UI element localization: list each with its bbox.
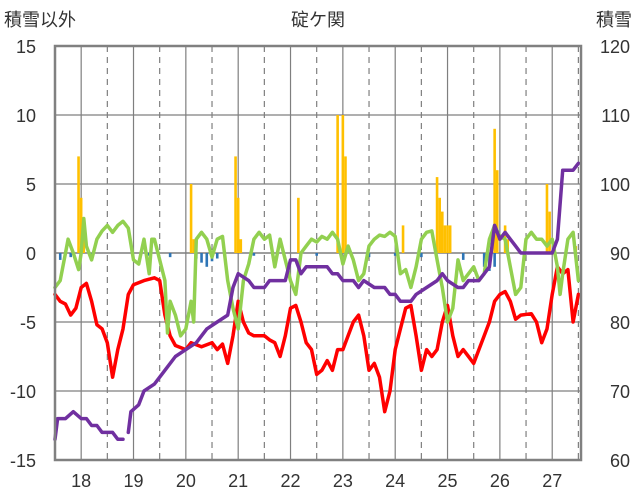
x-tick-label: 23 <box>333 471 353 491</box>
y-right-tick-label: 60 <box>610 451 630 471</box>
plot-frame <box>53 44 583 462</box>
y-right-tick-label: 80 <box>610 313 630 333</box>
precip-bar <box>189 184 193 253</box>
negative-bar <box>168 253 172 258</box>
precip-bar <box>448 225 452 253</box>
precip-bar <box>79 197 83 253</box>
y-right-tick-label: 90 <box>610 244 630 264</box>
x-tick-label: 26 <box>490 471 510 491</box>
precip-bar <box>438 197 441 253</box>
y-left-tick-label: 10 <box>16 106 36 126</box>
precip-bar <box>192 239 195 253</box>
precip-bar <box>234 156 237 253</box>
precip-bar <box>548 211 551 253</box>
y-right-tick-label: 100 <box>600 175 630 195</box>
precip-bar <box>401 225 405 253</box>
negative-bar <box>461 253 465 260</box>
negative-bar <box>393 253 397 256</box>
precip-bar <box>239 239 243 253</box>
series-line <box>53 216 581 338</box>
negative-bar <box>252 253 256 256</box>
axis-labels: 15 10 5 0 -5 -10 -15 120 110 100 90 80 70 60 18 19 20 21 2… <box>10 37 630 491</box>
negative-bar <box>205 253 209 267</box>
negative-bar <box>58 253 62 260</box>
series-line <box>126 161 581 435</box>
y-right-tick-label: 70 <box>610 382 630 402</box>
precip-bar <box>236 197 240 253</box>
lines-layer <box>53 161 581 442</box>
precip-bar <box>344 156 347 253</box>
negative-bar <box>69 253 73 258</box>
x-tick-label: 19 <box>123 471 143 491</box>
negative-bar <box>420 253 423 258</box>
y-left-tick-label: -5 <box>20 313 36 333</box>
series-line <box>53 265 581 414</box>
precip-bar <box>441 211 444 253</box>
series-line <box>53 409 125 442</box>
y-left-tick-label: 15 <box>16 37 36 57</box>
precip-bar <box>493 128 496 253</box>
chart-title: 碇ケ関 <box>291 10 345 30</box>
x-tick-label: 24 <box>385 471 405 491</box>
y-right-tick-label: 110 <box>601 106 630 126</box>
left-axis-label: 積雪以外 <box>4 10 76 30</box>
x-tick-label: 27 <box>542 471 562 491</box>
negative-bar <box>215 253 219 259</box>
y-left-tick-label: -10 <box>10 382 36 402</box>
precip-bar <box>495 170 499 253</box>
precip-bar <box>446 225 449 253</box>
x-tick-label: 25 <box>438 471 458 491</box>
precip-bar <box>545 184 549 253</box>
precip-bar <box>336 115 339 253</box>
precip-bar <box>297 197 300 253</box>
negative-bar <box>315 253 318 256</box>
precip-bar <box>77 156 80 253</box>
x-tick-label: 22 <box>281 471 301 491</box>
negative-bar <box>493 253 496 267</box>
y-left-tick-label: -15 <box>10 451 36 471</box>
negative-bar <box>200 253 203 263</box>
x-tick-label: 21 <box>228 471 248 491</box>
x-tick-label: 20 <box>176 471 196 491</box>
precip-bar <box>443 225 447 253</box>
precip-bar <box>435 177 439 253</box>
negative-bar <box>482 253 486 267</box>
x-tick-label: 18 <box>71 471 91 491</box>
precip-bar <box>341 115 345 253</box>
y-left-tick-label: 5 <box>26 175 36 195</box>
y-right-tick-label: 120 <box>600 37 630 57</box>
y-left-tick-label: 0 <box>26 244 36 264</box>
right-axis-label: 積雪 <box>596 10 632 30</box>
